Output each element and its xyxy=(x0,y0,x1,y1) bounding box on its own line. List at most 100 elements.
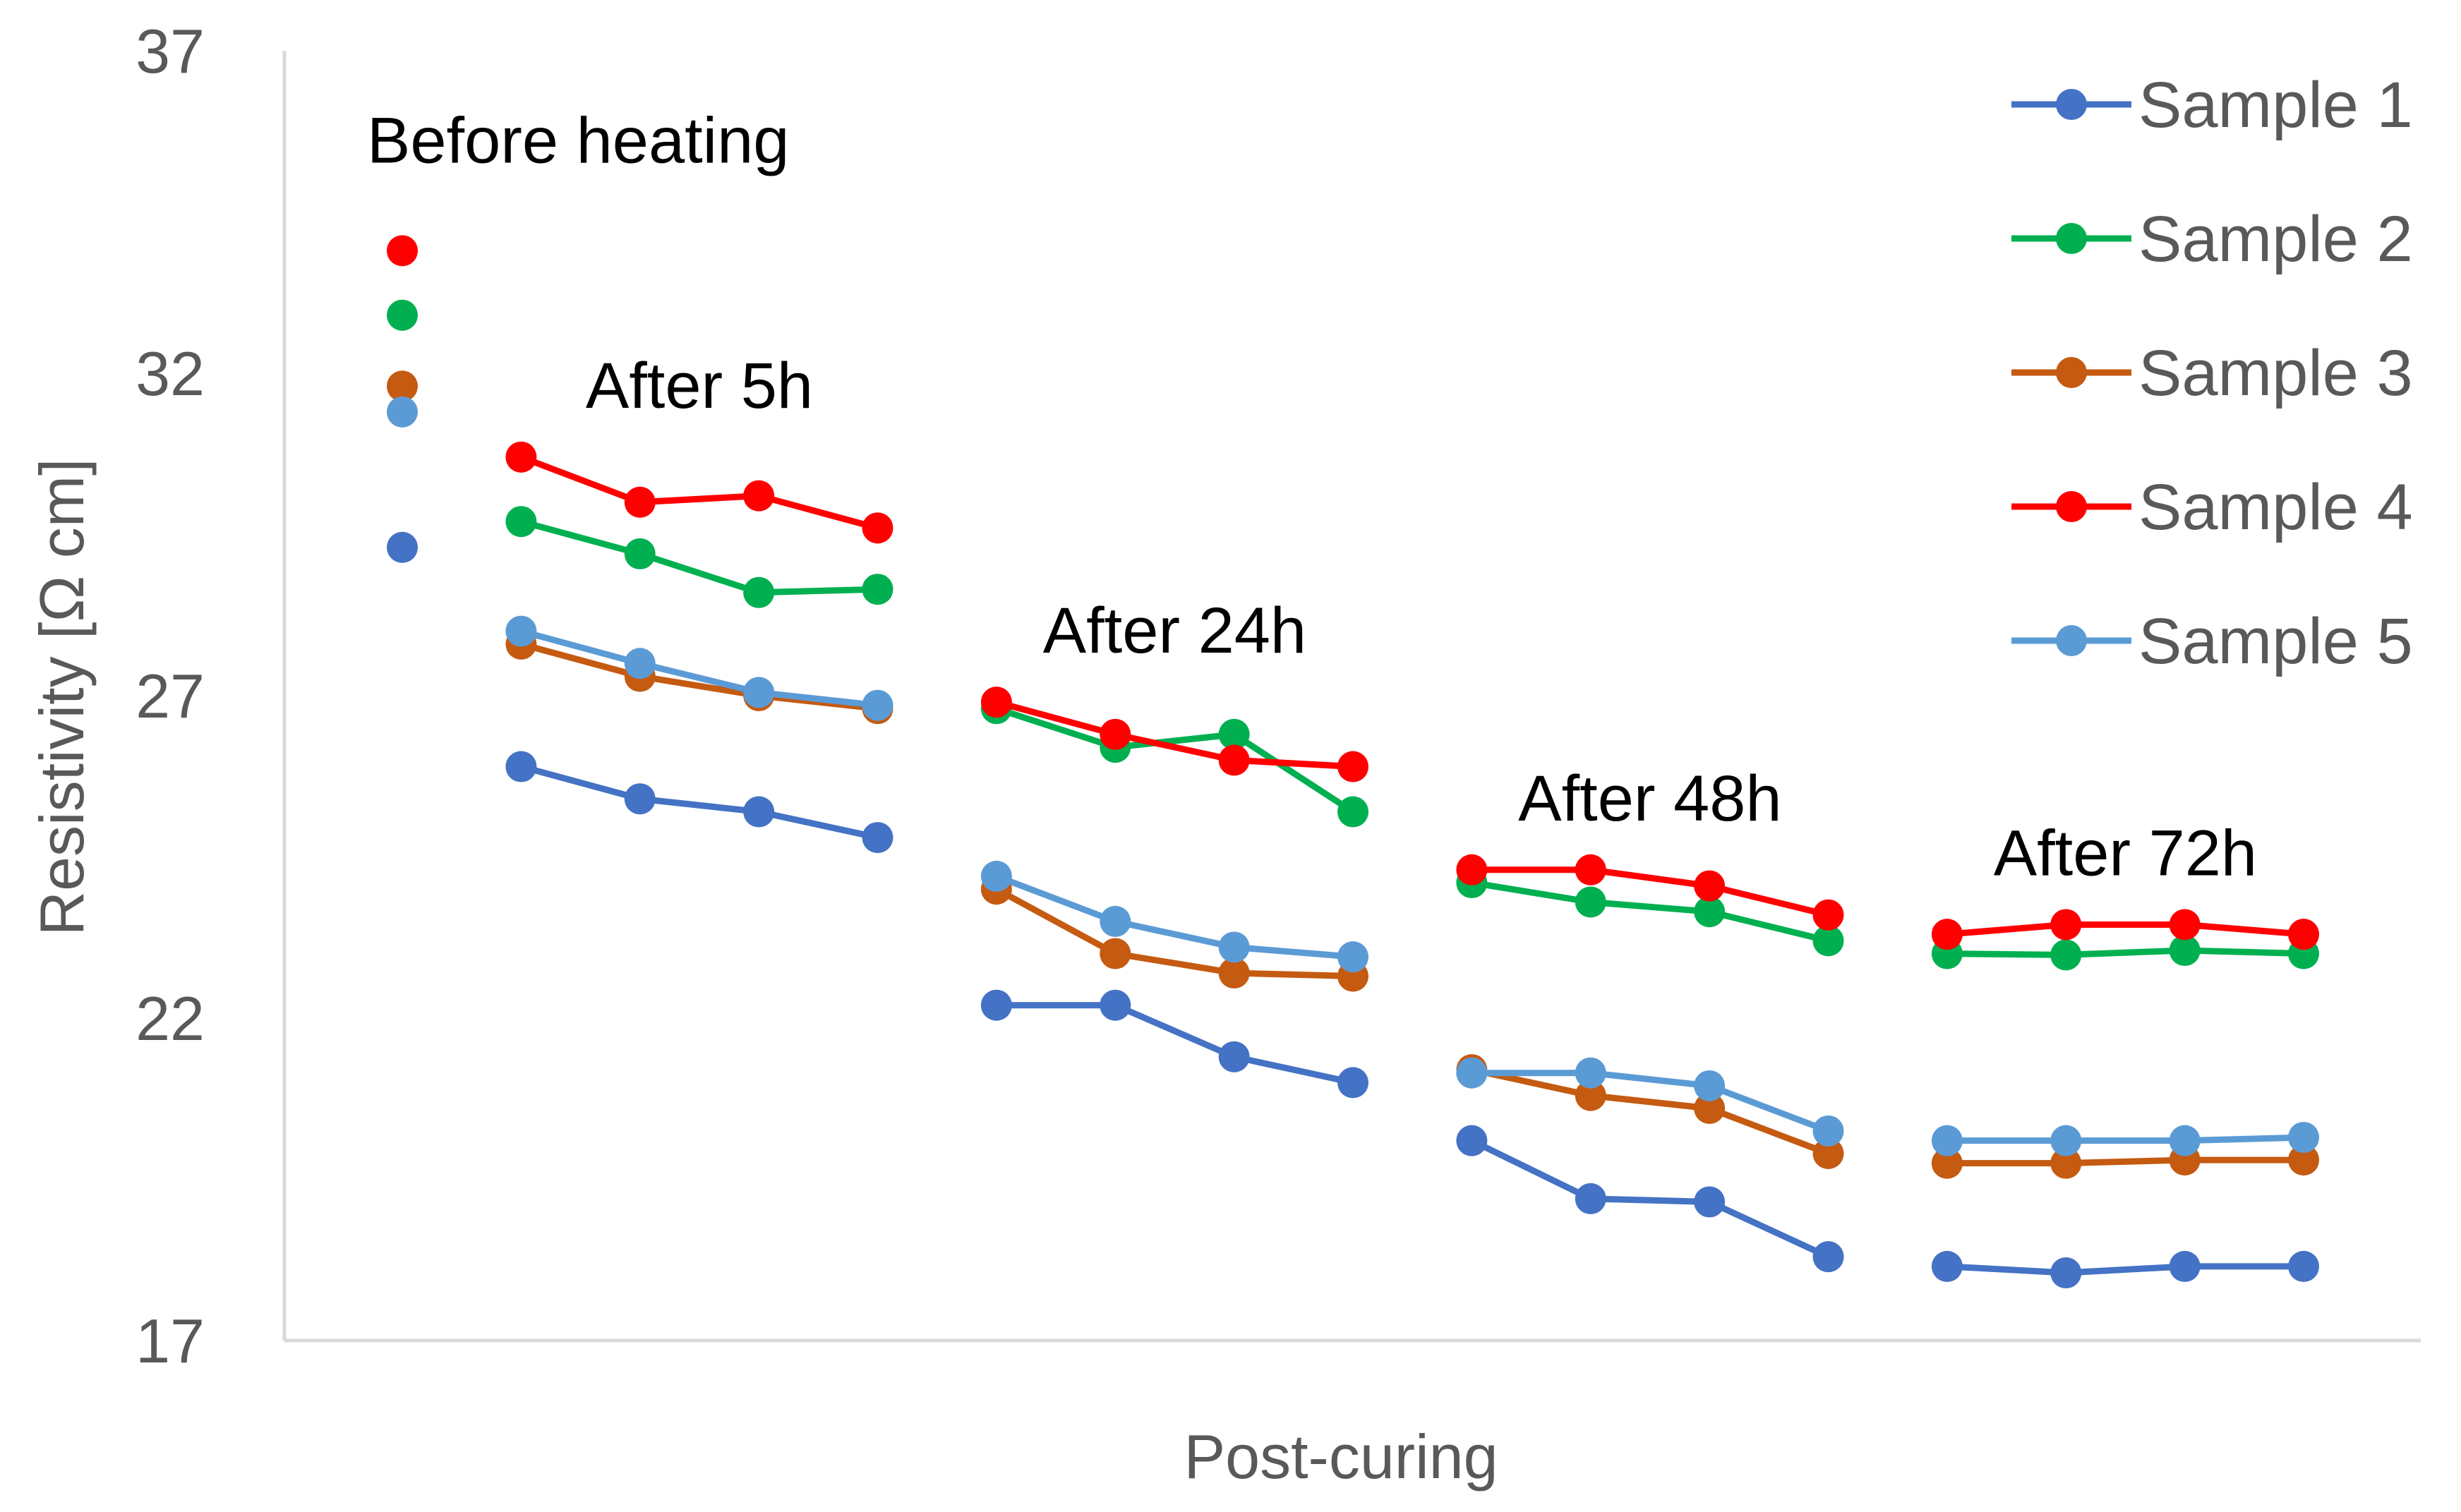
series-line xyxy=(994,886,1354,980)
data-point xyxy=(2288,1144,2319,1176)
x-axis-title: Post-curing xyxy=(1184,1422,1498,1492)
axes xyxy=(282,51,2421,1343)
legend-marker xyxy=(2056,89,2087,120)
group-label: Before heating xyxy=(367,104,789,176)
y-tick-label: 27 xyxy=(136,661,205,731)
data-point xyxy=(1100,905,1131,937)
data-point xyxy=(1931,919,1963,950)
y-tick-label: 17 xyxy=(136,1306,205,1376)
legend-label: Sample 1 xyxy=(2138,69,2413,141)
series-line xyxy=(1472,1070,1830,1135)
series-line xyxy=(1946,1134,2304,1144)
data-point xyxy=(1100,989,1131,1021)
series-line xyxy=(1946,921,2304,938)
data-point xyxy=(624,648,656,679)
data-point xyxy=(2050,909,2082,941)
series-line xyxy=(995,698,1354,770)
data-point xyxy=(2288,1250,2319,1282)
legend-item: Sample 5 xyxy=(2011,605,2413,677)
data-point xyxy=(1575,1183,1606,1214)
group-label: After 48h xyxy=(1518,763,1781,835)
series-line xyxy=(1472,866,1829,919)
data-point xyxy=(2169,1125,2201,1156)
data-point xyxy=(505,506,537,538)
data-point xyxy=(387,299,418,331)
data-point xyxy=(387,396,418,428)
group-label: After 5h xyxy=(586,350,813,422)
series-line xyxy=(995,706,1355,815)
data-point xyxy=(1931,1125,1963,1156)
data-point xyxy=(2169,935,2201,967)
series-line xyxy=(1471,879,1829,944)
data-point xyxy=(1218,1041,1250,1072)
series-line xyxy=(995,873,1354,960)
data-point xyxy=(1100,938,1131,969)
data-point xyxy=(1218,718,1250,750)
y-tick-labels: 17 22 27 32 37 xyxy=(136,16,205,1376)
legend-marker xyxy=(2056,625,2087,656)
data-point xyxy=(624,486,656,518)
data-point xyxy=(980,989,1012,1021)
legend-item: Sample 2 xyxy=(2011,203,2413,275)
data-point xyxy=(862,689,893,721)
legend-label: Sample 3 xyxy=(2138,337,2413,409)
legend-label: Sample 4 xyxy=(2138,471,2413,543)
series-line xyxy=(996,1002,1354,1086)
data-point xyxy=(1218,957,1250,989)
data-point xyxy=(2050,1257,2082,1289)
data-point xyxy=(1218,931,1250,963)
y-tick-label: 37 xyxy=(136,16,205,86)
series-layer xyxy=(387,235,2319,1289)
series-line xyxy=(520,641,878,712)
data-point xyxy=(1812,1115,1844,1147)
data-point xyxy=(505,441,537,473)
series-line xyxy=(520,763,879,841)
data-point xyxy=(862,512,893,544)
series-line xyxy=(519,454,879,531)
data-point xyxy=(743,796,775,828)
data-point xyxy=(1337,941,1368,973)
data-point xyxy=(1575,854,1606,885)
legend-item: Sample 4 xyxy=(2011,471,2413,543)
series-line xyxy=(520,518,878,596)
data-point xyxy=(624,783,656,815)
legend-marker xyxy=(2056,491,2087,522)
data-point xyxy=(1456,1125,1488,1156)
data-point xyxy=(2169,1250,2201,1282)
data-point xyxy=(1100,718,1131,750)
data-point xyxy=(1337,1067,1368,1099)
data-point xyxy=(980,687,1012,718)
data-point xyxy=(1337,751,1368,782)
series-1 xyxy=(387,531,2319,1289)
data-point xyxy=(1694,1186,1726,1218)
legend: Sample 1 Sample 2 Sample 3 Sample 4 Sample 5 xyxy=(2011,69,2413,677)
data-point xyxy=(862,822,893,854)
data-point xyxy=(1575,1079,1606,1111)
data-point xyxy=(1337,796,1368,828)
series-5 xyxy=(387,396,2319,1156)
y-axis-title: Resistivity [Ω cm] xyxy=(27,459,97,936)
data-point xyxy=(743,480,775,512)
series-line xyxy=(1471,1066,1830,1157)
data-point xyxy=(2050,1147,2082,1179)
series-line xyxy=(1946,1263,2304,1276)
data-point xyxy=(505,751,537,782)
data-point xyxy=(387,531,418,563)
legend-label: Sample 2 xyxy=(2138,203,2413,275)
data-point xyxy=(1218,744,1250,776)
data-point xyxy=(2169,909,2201,941)
data-point xyxy=(624,538,656,569)
legend-label: Sample 5 xyxy=(2138,605,2413,677)
series-line xyxy=(520,628,878,709)
data-point xyxy=(743,576,775,608)
data-point xyxy=(743,677,775,708)
data-point xyxy=(1694,1092,1726,1124)
data-point xyxy=(1456,1057,1488,1089)
data-point xyxy=(1694,896,1726,928)
data-point xyxy=(2050,939,2082,971)
series-line xyxy=(1470,1137,1830,1260)
data-point xyxy=(1931,1147,1963,1179)
y-tick-label: 22 xyxy=(136,984,205,1053)
data-point xyxy=(387,235,418,267)
